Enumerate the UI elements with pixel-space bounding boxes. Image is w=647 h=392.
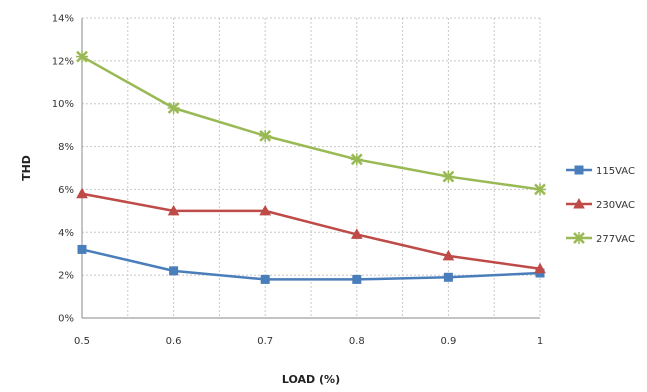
x-tick-label: 0.6: [166, 336, 182, 347]
y-tick-label: 10%: [52, 99, 74, 110]
legend-item-115vac: 115VAC: [566, 165, 635, 177]
data-point-230vac: [534, 262, 546, 274]
data-point-115vac: [443, 272, 453, 282]
x-tick-label: 0.9: [440, 336, 456, 347]
data-point-230vac: [76, 187, 88, 199]
data-point-277vac: [442, 170, 455, 183]
legend-label: 277VAC: [596, 234, 635, 245]
series-line-115vac: [81, 248, 541, 281]
legend-marker: [573, 197, 585, 209]
axes: [81, 18, 540, 319]
x-tick-label: 1: [537, 336, 543, 347]
x-tick-label: 0.5: [74, 336, 90, 347]
x-tick-label: 0.7: [257, 336, 273, 347]
legend-item-230vac: 230VAC: [566, 197, 635, 211]
data-point-277vac: [259, 129, 272, 142]
y-tick-label: 4%: [58, 228, 74, 239]
legend-marker: [574, 165, 584, 175]
legend-label: 115VAC: [596, 166, 635, 177]
legend-label: 230VAC: [596, 200, 635, 211]
series-230vac: [76, 187, 546, 274]
data-point-230vac: [350, 228, 363, 239]
y-tick-label: 12%: [52, 56, 74, 67]
series-277vac: [76, 50, 546, 196]
data-point-115vac: [260, 274, 270, 284]
x-tick-label: 0.8: [349, 336, 365, 347]
data-point-277vac: [534, 183, 546, 196]
data-point-115vac: [77, 244, 87, 254]
legend: 115VAC 230VAC 277VAC: [566, 165, 635, 245]
series: [76, 50, 546, 284]
data-point-230vac: [442, 249, 455, 261]
series-line-277vac: [81, 55, 541, 191]
y-tick-label: 2%: [58, 271, 74, 282]
series-line-230vac: [81, 192, 541, 270]
y-axis-title: THD: [20, 155, 33, 181]
legend-item-277vac: 277VAC: [566, 232, 635, 245]
x-axis-ticks: 0.5 0.6 0.7 0.8 0.9 1: [74, 336, 543, 347]
y-axis-ticks: 0% 2% 4% 6% 8% 10% 12% 14%: [52, 14, 74, 325]
data-point-277vac: [350, 153, 363, 166]
data-point-277vac: [167, 102, 180, 114]
data-point-230vac: [259, 204, 272, 216]
data-point-115vac: [352, 274, 362, 284]
y-tick-label: 6%: [58, 185, 74, 196]
y-tick-label: 0%: [58, 314, 74, 325]
y-tick-label: 14%: [52, 14, 74, 25]
y-tick-label: 8%: [58, 142, 74, 153]
data-point-230vac: [167, 204, 180, 216]
legend-marker: [573, 232, 585, 244]
data-point-277vac: [76, 50, 88, 63]
data-point-115vac: [169, 266, 179, 276]
x-axis-title: LOAD (%): [282, 373, 340, 386]
